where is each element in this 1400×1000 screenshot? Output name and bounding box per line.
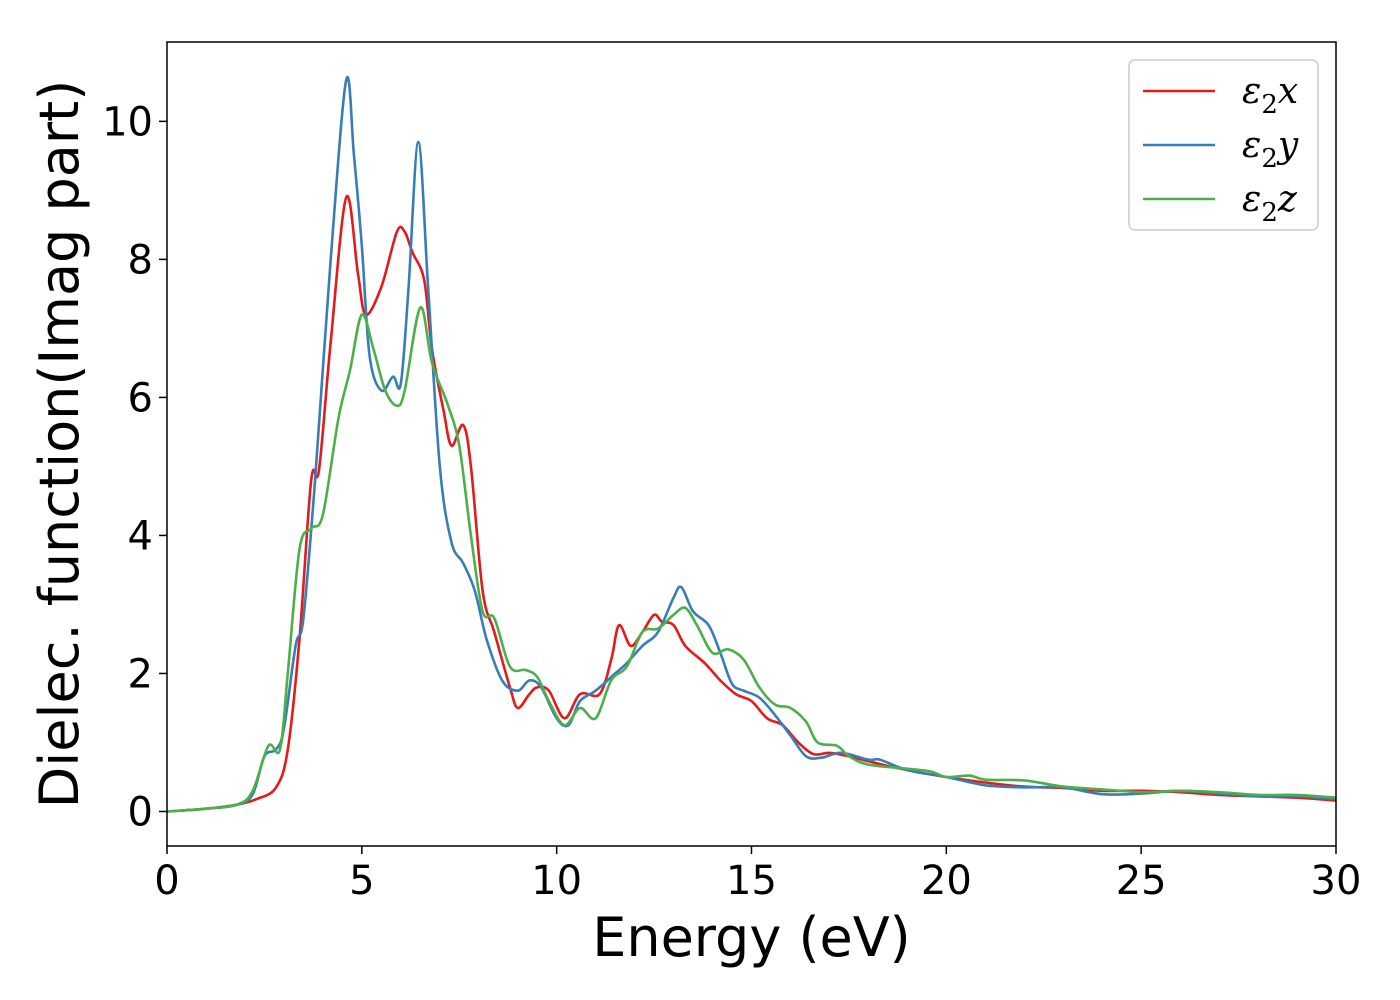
- x-tick-label: 20: [921, 858, 972, 904]
- legend-symbol: ε: [1242, 71, 1261, 112]
- y-tick-label: 10: [102, 99, 153, 145]
- y-tick-label: 2: [128, 651, 153, 697]
- y-axis: 0 2 4 6 8 10: [102, 99, 167, 835]
- legend-subscript: 2: [1261, 144, 1278, 174]
- legend-label-y: ε2y: [1242, 125, 1299, 174]
- x-tick-label: 5: [349, 858, 374, 904]
- y-tick-label: 4: [128, 513, 153, 559]
- legend-label-z: ε2z: [1242, 179, 1298, 228]
- legend-suffix: z: [1277, 179, 1298, 220]
- legend-suffix: x: [1278, 71, 1298, 112]
- y-tick-label: 8: [128, 237, 153, 283]
- legend-symbol: ε: [1242, 125, 1261, 166]
- x-tick-label: 30: [1311, 858, 1362, 904]
- x-tick-label: 15: [726, 858, 777, 904]
- y-tick-label: 0: [128, 789, 153, 835]
- legend-suffix: y: [1276, 125, 1299, 166]
- series-line-z: [167, 306, 1336, 813]
- x-tick-label: 0: [154, 858, 179, 904]
- x-axis: 0 5 10 15 20 25 30: [154, 846, 1361, 904]
- y-tick-label: 6: [128, 375, 153, 421]
- x-tick-label: 10: [531, 858, 582, 904]
- legend-subscript: 2: [1261, 90, 1278, 120]
- y-axis-label: Dielec. function(Imag part): [28, 80, 91, 809]
- x-axis-label: Energy (eV): [592, 906, 911, 969]
- legend-subscript: 2: [1261, 198, 1278, 228]
- legend-label-x: ε2x: [1242, 71, 1298, 120]
- legend-box: [1128, 59, 1319, 231]
- x-tick-label: 25: [1116, 858, 1167, 904]
- series-lines: [167, 75, 1336, 813]
- series-line-x: [167, 194, 1336, 813]
- legend-symbol: ε: [1242, 179, 1261, 220]
